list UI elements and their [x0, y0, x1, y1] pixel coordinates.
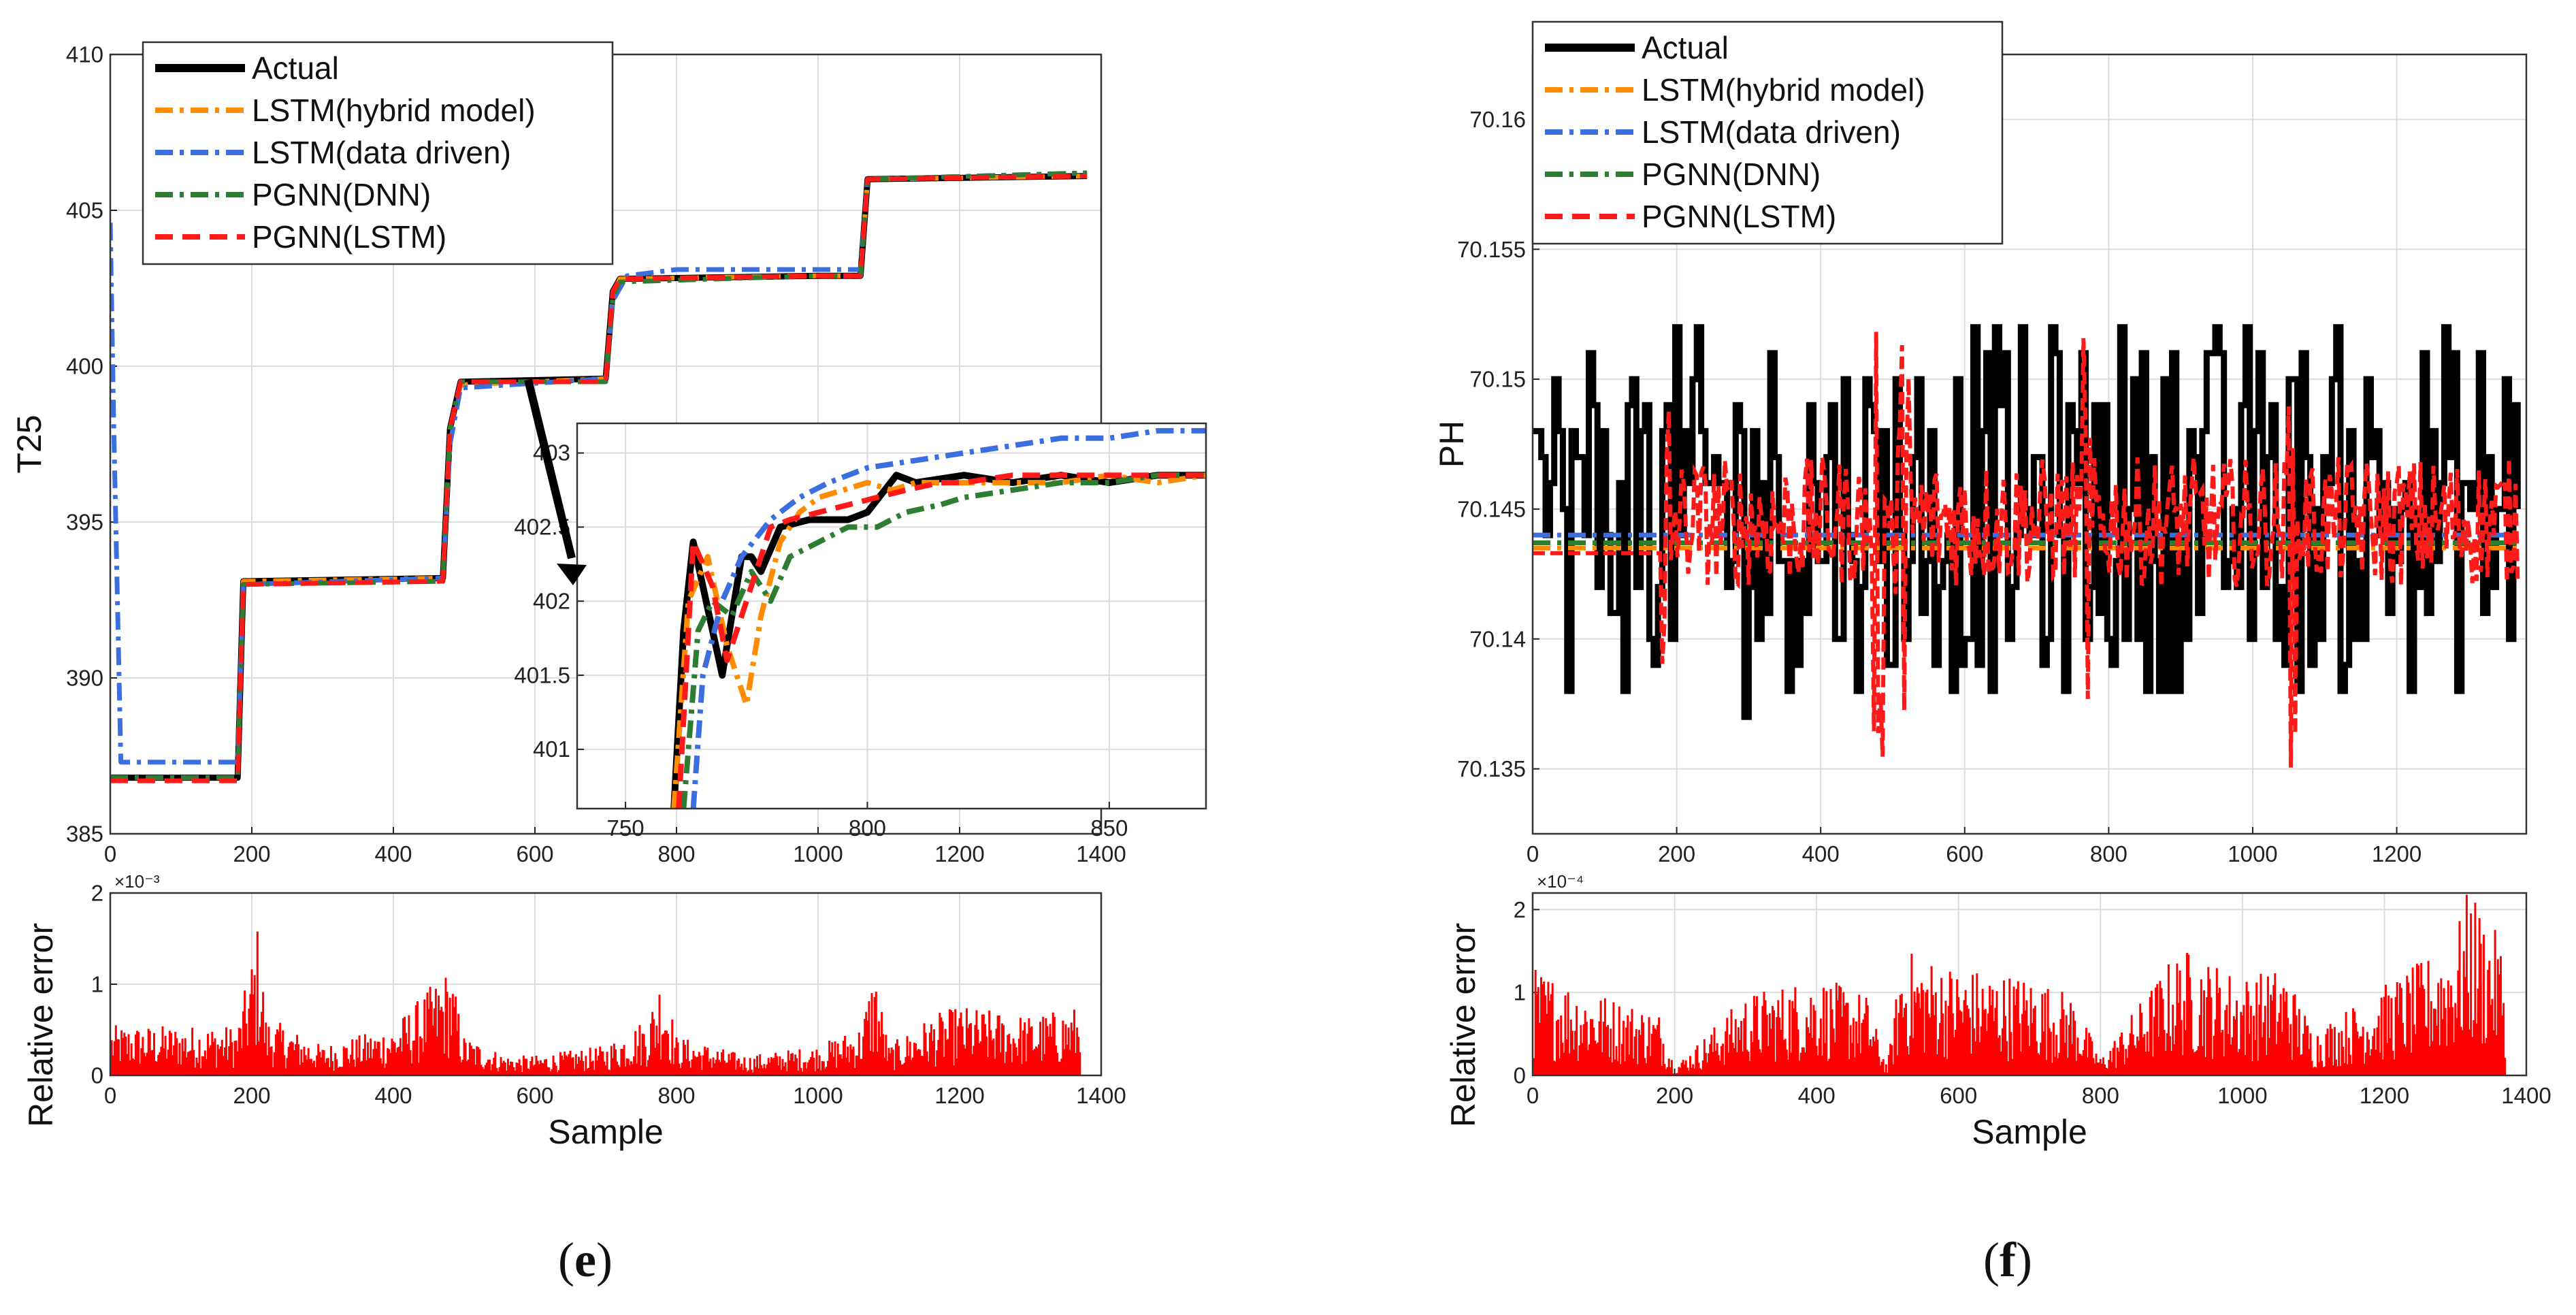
legend-label: Actual [252, 50, 339, 86]
x-tick-label: 1000 [2217, 1083, 2267, 1108]
y-tick-label: 405 [66, 198, 103, 223]
x-tick-label: 1200 [2372, 841, 2422, 866]
x-tick-label: 200 [1658, 841, 1695, 866]
x-tick-label: 1400 [1076, 841, 1126, 866]
y-tick-label: 70.145 [1457, 496, 1526, 521]
y-tick-label: 390 [66, 666, 103, 691]
y-tick-label: 410 [66, 42, 103, 67]
legend-label: LSTM(data driven) [1642, 114, 1901, 150]
y-tick-label: 70.14 [1469, 626, 1526, 651]
series-group [110, 170, 1088, 783]
series-line [676, 472, 1206, 809]
legend-box [142, 41, 614, 265]
series-line [110, 174, 1088, 783]
y-tick-label: 2 [1514, 897, 1526, 922]
x-tick-label: 800 [2082, 1083, 2119, 1108]
sub-label-f: (f) [1983, 1233, 2032, 1287]
bar-group [110, 931, 1081, 1075]
x-tick-label: 600 [516, 841, 553, 866]
y-tick-label: 400 [66, 354, 103, 379]
x-tick-label: 1400 [2501, 1083, 2551, 1108]
x-tick-label: 0 [1527, 1083, 1539, 1108]
y-tick-label: 1 [91, 972, 103, 997]
legend-label: LSTM(hybrid model) [1642, 72, 1925, 108]
x-tick-label: 1200 [934, 1083, 984, 1108]
x-tick-label: 600 [1946, 841, 1983, 866]
y-tick-label: 1 [1514, 980, 1526, 1005]
svg-text:(f): (f) [1983, 1233, 2032, 1287]
y-tick-label: 70.16 [1469, 107, 1526, 132]
x-tick-label: 0 [104, 841, 116, 866]
svg-text:(e): (e) [558, 1233, 613, 1287]
y-tick-label: 70.135 [1457, 756, 1526, 781]
x-tick-label: 600 [516, 1083, 553, 1108]
legend-label: PGNN(DNN) [252, 177, 431, 212]
x-tick-label: 850 [1090, 815, 1128, 841]
legend-box [1531, 20, 2004, 245]
x-axis-label: Sample [1972, 1113, 2087, 1151]
legend-label: PGNN(DNN) [1642, 157, 1821, 192]
x-tick-label: 400 [1802, 841, 1840, 866]
y-tick-label: 70.155 [1457, 237, 1526, 262]
x-tick-label: 1000 [793, 1083, 843, 1108]
y-tick-label: 402 [533, 588, 570, 613]
y-tick-label: 401.5 [514, 662, 570, 687]
x-tick-label: 600 [1940, 1083, 1977, 1108]
axis-multiplier: ×10⁻⁴ [1537, 871, 1584, 892]
x-tick-label: 400 [374, 841, 412, 866]
y-axis-label: Relative error [1444, 923, 1482, 1127]
y-axis-label: PH [1433, 421, 1471, 468]
series-group [1533, 324, 2521, 768]
legend-label: LSTM(data driven) [252, 135, 511, 170]
y-axis-label: Relative error [22, 923, 60, 1127]
y-tick-label: 395 [66, 510, 103, 535]
plot-frame [1531, 53, 2528, 835]
sub-label-e: (e) [558, 1233, 613, 1287]
x-tick-label: 800 [2090, 841, 2127, 866]
x-tick-label: 1200 [2360, 1083, 2409, 1108]
x-tick-label: 800 [849, 815, 886, 841]
y-tick-label: 2 [91, 881, 103, 906]
chart-f-main: 0 200 400 600 800 1000 1200 70.135 70.14 70.145 70… [1433, 20, 2528, 866]
x-tick-label: 800 [657, 841, 695, 866]
x-tick-label: 750 [607, 815, 645, 841]
plot-frame [109, 892, 1103, 1077]
x-tick-label: 200 [1656, 1083, 1693, 1108]
axis-multiplier: ×10⁻³ [114, 871, 160, 892]
x-tick-label: 0 [1527, 841, 1539, 866]
y-tick-label: 0 [91, 1063, 103, 1088]
y-axis-label: T25 [10, 415, 48, 473]
x-tick-label: 800 [657, 1083, 695, 1108]
y-tick-label: 0 [1514, 1063, 1526, 1088]
chart-f-error: 0 200 400 600 800 1000 1200 1400 0 1 2 ×10⁻⁴ Sample R… [1444, 871, 2551, 1151]
y-tick-label: 401 [533, 736, 570, 762]
legend-label: PGNN(LSTM) [252, 219, 446, 255]
series-line [110, 170, 1088, 765]
plot-frame [1531, 892, 2528, 1077]
series-line [1533, 331, 2520, 768]
bar-group [1533, 894, 2507, 1075]
chart-e-error: 0 200 400 600 800 1000 1200 1400 0 1 2 ×10⁻³ Sample R… [22, 871, 1126, 1151]
x-tick-label: 1000 [2228, 841, 2277, 866]
x-tick-label: 1000 [793, 841, 843, 866]
y-tick-label: 70.15 [1469, 367, 1526, 392]
x-tick-label: 200 [233, 1083, 270, 1108]
legend-label: PGNN(LSTM) [1642, 199, 1836, 234]
x-tick-label: 1200 [934, 841, 984, 866]
x-tick-label: 400 [1798, 1083, 1836, 1108]
series-group [670, 427, 1206, 809]
plot-frame [576, 422, 1207, 810]
x-tick-label: 400 [374, 1083, 412, 1108]
series-line [690, 427, 1206, 809]
legend-label: Actual [1642, 30, 1729, 65]
x-tick-label: 1400 [1076, 1083, 1126, 1108]
x-tick-label: 0 [104, 1083, 116, 1108]
legend-label: LSTM(hybrid model) [252, 93, 536, 128]
x-axis-label: Sample [548, 1113, 664, 1151]
y-tick-label: 385 [66, 822, 103, 847]
x-tick-label: 200 [233, 841, 270, 866]
zoom-arrow [524, 378, 587, 585]
